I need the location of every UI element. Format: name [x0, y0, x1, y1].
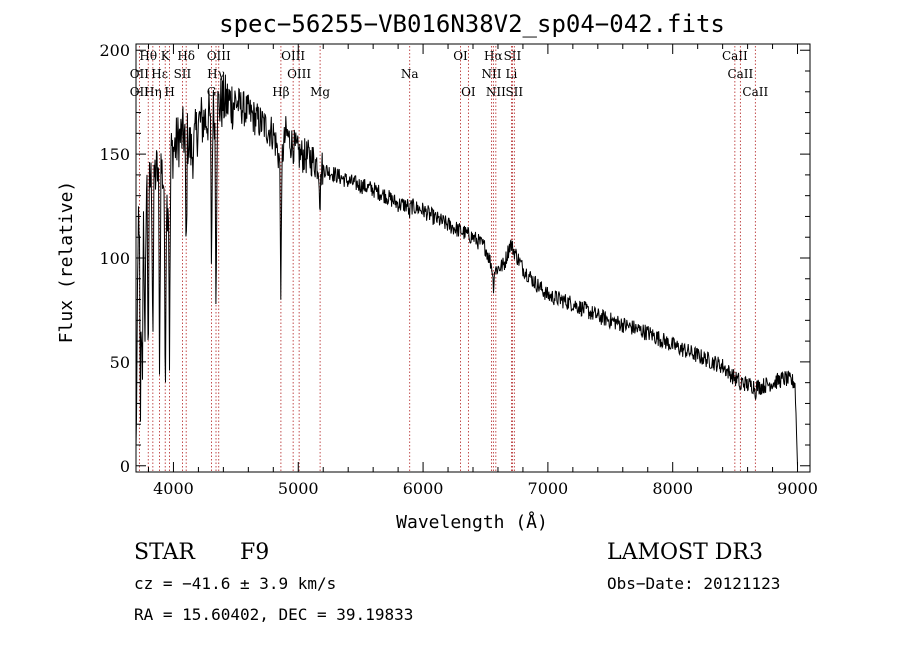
- x-tick-label: 9000: [777, 479, 818, 498]
- line-label: OI: [461, 85, 476, 99]
- object-subclass: F9: [240, 540, 269, 565]
- spectrum-series: [135, 74, 798, 466]
- line-label: Hθ: [139, 49, 157, 63]
- spectrum-info: STAR F9 LAMOST DR3 cz = −41.6 ± 3.9 km/s…: [134, 540, 780, 624]
- y-tick-label: 50: [110, 353, 130, 372]
- line-label: SII: [504, 49, 522, 63]
- line-label: Hδ: [177, 49, 195, 63]
- redshift-value: cz = −41.6 ± 3.9 km/s: [134, 574, 336, 593]
- line-label: Hβ: [272, 85, 289, 99]
- object-class: STAR: [134, 540, 196, 565]
- sky-coordinates: RA = 15.60402, DEC = 39.19833: [134, 605, 413, 624]
- line-label: Na: [401, 67, 419, 81]
- x-tick-label: 6000: [403, 479, 444, 498]
- line-label: SII: [505, 85, 523, 99]
- line-label: Li: [506, 67, 518, 81]
- plot-frame: [135, 43, 811, 473]
- line-label: Hγ: [207, 67, 225, 81]
- observation-date: Obs−Date: 20121123: [607, 574, 780, 593]
- line-label: OII: [130, 67, 150, 81]
- survey-name: LAMOST DR3: [607, 540, 763, 565]
- x-tick-label: 4000: [153, 479, 194, 498]
- line-label: CaII: [742, 85, 768, 99]
- x-axis-label: Wavelength (Å): [396, 511, 548, 533]
- y-tick-label: 100: [99, 249, 130, 268]
- y-tick-label: 200: [99, 41, 130, 60]
- line-label: Hη: [144, 85, 162, 99]
- line-label: H: [164, 85, 174, 99]
- x-tick-label: 5000: [278, 479, 319, 498]
- line-label: K: [161, 49, 171, 63]
- y-axis-label: Flux (relative): [56, 181, 77, 344]
- line-label: NII: [481, 67, 501, 81]
- line-label: Hε: [151, 67, 168, 81]
- line-label: SII: [174, 67, 192, 81]
- line-label: CaII: [727, 67, 753, 81]
- x-tick-label: 7000: [528, 479, 569, 498]
- line-label: Hα: [484, 49, 503, 63]
- line-label: Mg: [310, 85, 330, 99]
- chart-title: spec−56255−VB016N38V2_sp04−042.fits: [219, 10, 725, 38]
- line-label: CaII: [722, 49, 748, 63]
- axes: 4000 5000 6000 7000 8000 9000 0 50 100 150 200: [99, 41, 817, 498]
- line-label: OIII: [287, 67, 311, 81]
- line-label: OIII: [281, 49, 305, 63]
- y-tick-label: 0: [120, 457, 130, 476]
- x-tick-label: 8000: [652, 479, 693, 498]
- line-label: OI: [453, 49, 468, 63]
- line-label: OIII: [207, 49, 231, 63]
- spectrum-line: [135, 74, 798, 466]
- line-label: NII: [486, 85, 506, 99]
- y-tick-label: 150: [99, 145, 130, 164]
- line-label: G: [207, 85, 217, 99]
